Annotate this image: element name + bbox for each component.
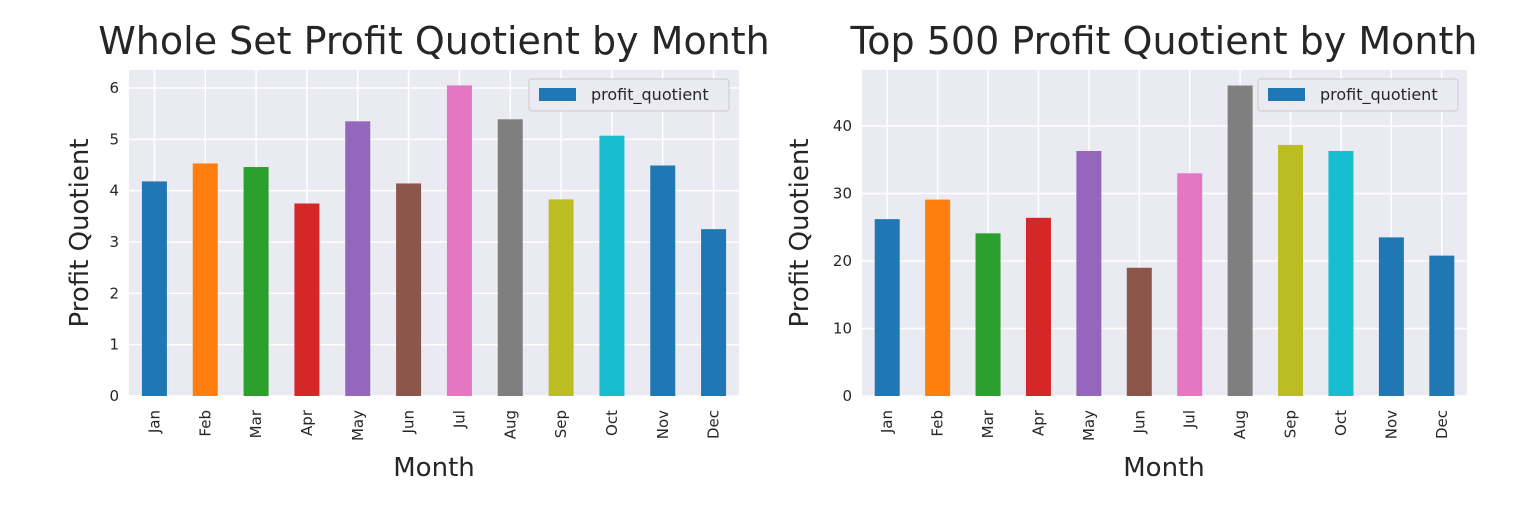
bar-jan — [874, 219, 900, 396]
bar-dec — [701, 229, 727, 396]
x-tick-labels: Jan Feb Mar Apr May Jun Jul Aug Sep Oct Nov Dec — [145, 409, 722, 441]
y-tick-label: 40 — [833, 117, 852, 135]
plot-area — [862, 70, 1467, 396]
bar-sep — [1278, 144, 1304, 396]
x-tick-label: Feb — [196, 410, 214, 437]
legend-box — [1257, 78, 1459, 112]
bar-nov — [650, 165, 676, 396]
chart-whole-set: Whole Set Profit Quotient by Month 0 1 2 3 4… — [65, 19, 770, 483]
x-tick-label: Jan — [145, 410, 163, 434]
y-tick-label: 0 — [842, 387, 852, 405]
bar-may — [345, 121, 371, 396]
y-tick-label: 10 — [833, 320, 852, 338]
x-tick-labels: Jan Feb Mar Apr May Jun Jul Aug Sep Oct Nov Dec — [878, 409, 1451, 441]
y-tick-label: 0 — [109, 387, 119, 405]
y-axis-label: Profit Quotient — [65, 138, 95, 327]
bar-nov — [1378, 237, 1404, 396]
legend: profit_quotient — [528, 78, 730, 112]
bars — [874, 85, 1455, 397]
bar-apr — [1025, 217, 1051, 396]
y-tick-label: 1 — [109, 336, 119, 354]
y-axis-label: Profit Quotient — [785, 138, 815, 327]
x-tick-label: Sep — [1282, 410, 1300, 438]
bar-mar — [975, 233, 1001, 396]
y-tick-labels: 0 10 20 30 40 — [833, 117, 852, 405]
bar-dec — [1429, 255, 1455, 396]
chart-top-500: Top 500 Profit Quotient by Month 0 10 20 30… — [785, 19, 1477, 483]
x-axis-label: Month — [393, 453, 475, 483]
x-tick-label: Feb — [929, 410, 947, 437]
x-axis-label: Month — [1123, 453, 1205, 483]
y-tick-label: 2 — [109, 284, 119, 302]
bar-may — [1076, 150, 1102, 396]
legend-label: profit_quotient — [591, 85, 709, 105]
bar-jul — [1177, 173, 1203, 396]
x-tick-label: Nov — [654, 410, 672, 439]
bar-jan — [141, 181, 167, 396]
y-tick-labels: 0 1 2 3 4 5 6 — [109, 79, 119, 405]
bar-feb — [925, 199, 951, 396]
bar-aug — [497, 119, 523, 397]
chart-title: Whole Set Profit Quotient by Month — [98, 19, 770, 63]
legend: profit_quotient — [1257, 78, 1459, 112]
legend-swatch — [539, 88, 576, 101]
bar-jun — [396, 183, 422, 396]
bar-sep — [548, 199, 574, 396]
legend-label: profit_quotient — [1320, 85, 1438, 105]
chart-title: Top 500 Profit Quotient by Month — [850, 19, 1478, 63]
x-tick-label: Mar — [979, 409, 997, 438]
x-tick-label: Sep — [552, 410, 570, 438]
x-tick-label: Jul — [450, 410, 468, 429]
legend-swatch — [1268, 88, 1305, 101]
y-tick-label: 20 — [833, 252, 852, 270]
bar-jul — [446, 85, 472, 396]
bars — [141, 85, 727, 397]
x-tick-label: Apr — [298, 409, 316, 436]
x-tick-label: Jul — [1181, 410, 1199, 429]
y-tick-label: 3 — [109, 233, 119, 251]
y-tick-label: 30 — [833, 185, 852, 203]
x-tick-label: Dec — [705, 410, 723, 439]
y-tick-label: 4 — [109, 182, 119, 200]
x-tick-label: May — [1080, 410, 1098, 441]
bar-mar — [243, 167, 269, 396]
x-tick-label: Jan — [878, 410, 896, 434]
x-tick-label: Mar — [247, 409, 265, 438]
x-tick-label: Aug — [1231, 410, 1249, 439]
x-tick-label: Jun — [1130, 410, 1148, 434]
x-tick-label: Aug — [501, 410, 519, 439]
bar-oct — [1328, 150, 1354, 396]
x-tick-label: Oct — [1332, 410, 1350, 436]
bar-feb — [192, 163, 218, 396]
bar-apr — [294, 203, 320, 396]
x-tick-label: Jun — [400, 410, 418, 434]
legend-box — [528, 78, 730, 112]
bar-oct — [599, 135, 625, 396]
x-tick-label: May — [349, 410, 367, 441]
x-tick-label: Oct — [603, 410, 621, 436]
x-tick-label: Dec — [1433, 410, 1451, 439]
x-tick-label: Nov — [1382, 410, 1400, 439]
bar-aug — [1227, 85, 1253, 397]
x-tick-label: Apr — [1029, 409, 1047, 436]
y-tick-label: 6 — [109, 79, 119, 97]
plot-area — [129, 70, 739, 396]
bar-jun — [1126, 267, 1152, 396]
y-tick-label: 5 — [109, 130, 119, 148]
